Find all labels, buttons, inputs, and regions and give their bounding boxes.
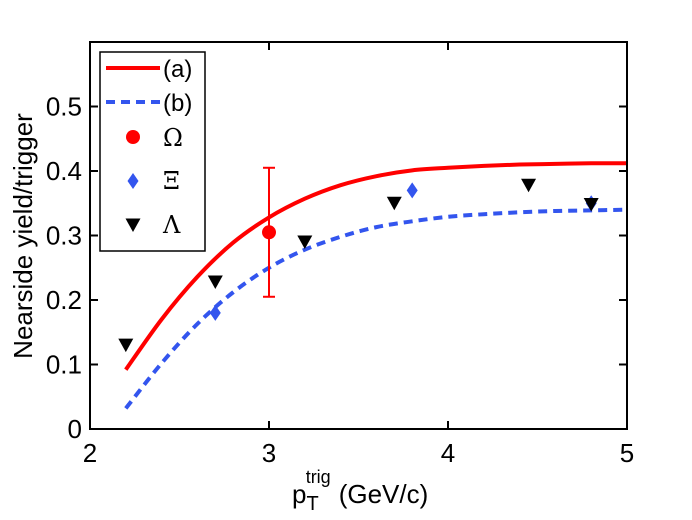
y-tick-label: 0 [68, 414, 82, 444]
legend: (a) (b) Ω Ξ Λ [99, 51, 206, 252]
y-tick-label: 0.2 [46, 285, 82, 315]
lambda-marker [125, 218, 141, 232]
x-tick-label: 2 [83, 438, 97, 468]
data-point-diamond [406, 182, 418, 199]
y-tick-label: 0.1 [46, 350, 82, 380]
fit-curves [124, 161, 628, 410]
plot-frame [89, 41, 628, 430]
data-point-triangle-down [207, 275, 223, 289]
legend-marker-lambda [125, 218, 141, 232]
legend-box [99, 51, 206, 252]
y-tick-label: 0.3 [46, 221, 82, 251]
legend-marker-xi [127, 173, 139, 189]
x-axis-label-base: p [292, 479, 306, 509]
x-axis-label: pTtrig (GeV/c) [292, 467, 428, 515]
data-point-diamond [209, 304, 221, 321]
x-axis-label-sup: trig [306, 467, 331, 487]
x-tick-label: 3 [262, 438, 276, 468]
legend-label-xi: Ξ [163, 167, 180, 195]
data-point-triangle-down [386, 196, 402, 211]
data-points [118, 166, 599, 353]
legend-label-omega: Ω [163, 124, 183, 152]
y-tick-label: 0.4 [46, 156, 82, 186]
axis-ticks: 2 3 4 5 0 0.1 0.2 0.3 0.4 0.5 [46, 42, 634, 468]
legend-marker-omega [126, 130, 140, 144]
x-tick-label: 4 [441, 438, 455, 468]
legend-label-lambda: Λ [162, 211, 181, 239]
omega-marker [126, 130, 140, 144]
data-point-triangle-down [297, 235, 313, 249]
data-point-triangle-down [118, 338, 134, 353]
data-point-triangle-down [583, 198, 599, 212]
curve-a [124, 161, 628, 371]
y-axis-label: Nearside yield/trigger [8, 113, 38, 359]
x-axis-label-sub: T [306, 493, 318, 515]
x-axis-label-unit: (GeV/c) [339, 479, 429, 509]
legend-label-b: (b) [163, 90, 192, 117]
xi-marker [127, 173, 139, 189]
curve-b [124, 207, 628, 410]
x-tick-label: 5 [620, 438, 634, 468]
y-tick-label: 0.5 [46, 92, 82, 122]
legend-label-a: (a) [163, 56, 192, 83]
data-point-circle [262, 225, 276, 240]
data-point-triangle-down [521, 178, 537, 193]
